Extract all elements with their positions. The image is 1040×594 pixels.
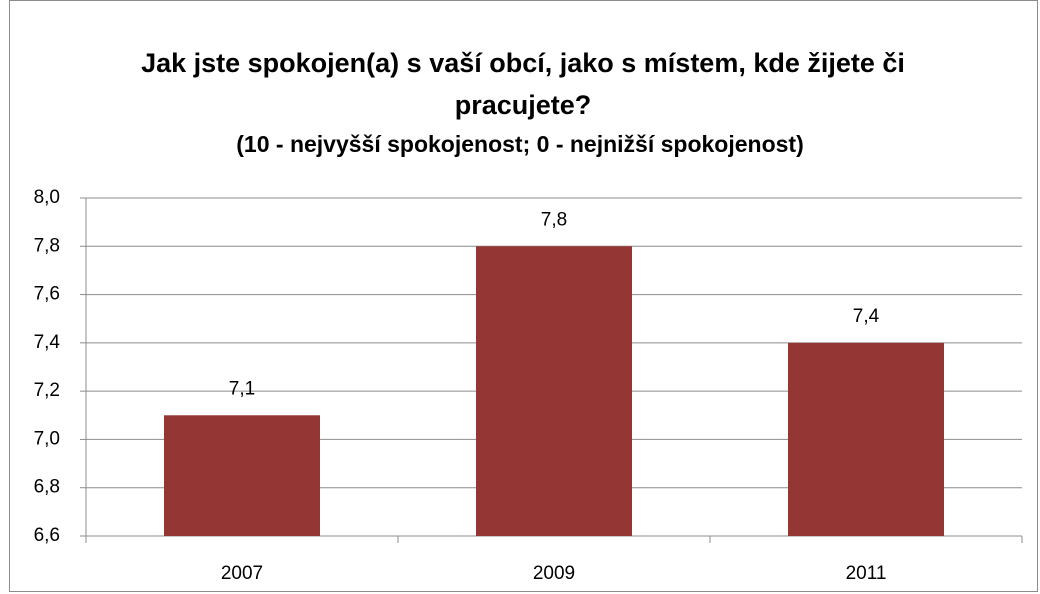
y-tick-label: 7,2 bbox=[34, 380, 60, 401]
y-tick-label: 6,8 bbox=[34, 477, 60, 498]
y-tick-label: 7,0 bbox=[34, 428, 60, 449]
chart-subtitle: (10 - nejvyšší spokojenost; 0 - nejnižší… bbox=[236, 131, 804, 157]
y-tick-label: 7,6 bbox=[34, 284, 60, 305]
bar bbox=[788, 342, 944, 536]
bar bbox=[476, 246, 632, 537]
x-tick-label: 2009 bbox=[533, 563, 575, 584]
data-label: 7,1 bbox=[229, 378, 255, 399]
y-tick-label: 6,6 bbox=[34, 525, 60, 546]
data-label: 7,4 bbox=[853, 306, 880, 327]
y-tick-label: 7,4 bbox=[34, 332, 61, 353]
x-tick-label: 2011 bbox=[846, 563, 887, 584]
bar bbox=[164, 415, 320, 536]
chart-frame bbox=[9, 0, 1038, 592]
data-label: 7,8 bbox=[541, 209, 567, 230]
x-tick-label: 2007 bbox=[221, 563, 263, 584]
chart-title: Jak jste spokojen(a) s vaší obcí, jako s… bbox=[141, 48, 905, 120]
y-tick-label: 8,0 bbox=[34, 187, 60, 208]
y-tick-label: 7,8 bbox=[34, 235, 60, 256]
